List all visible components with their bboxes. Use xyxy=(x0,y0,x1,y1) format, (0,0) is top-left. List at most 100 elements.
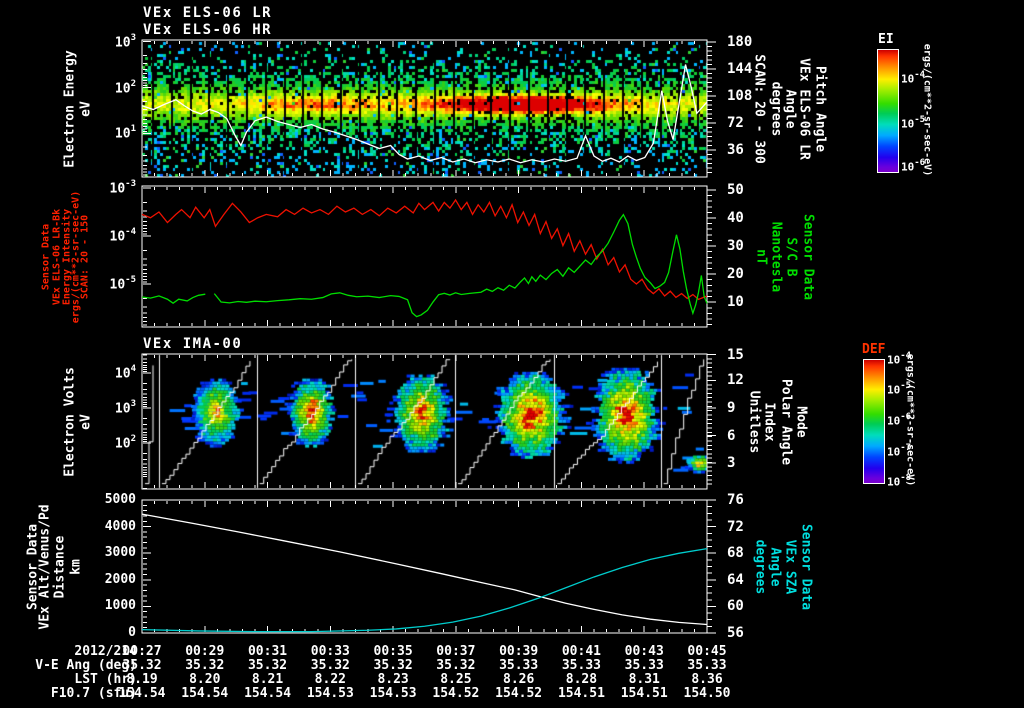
left-tick-label: 103 xyxy=(114,32,136,50)
table-cell: 8.36 xyxy=(691,672,723,687)
right-tick-label: 36 xyxy=(727,142,744,158)
table-cell: 8.28 xyxy=(565,672,598,687)
panel-right-axis-label: VEx SZA xyxy=(782,539,798,594)
right-tick-label: 72 xyxy=(727,115,744,132)
date-label: 2012/214 xyxy=(74,644,137,659)
table-cell: 154.54 xyxy=(181,686,229,701)
panel-right-axis-label: nT xyxy=(753,248,769,265)
panel-border xyxy=(141,185,708,328)
panel-right-axis-label: Angle xyxy=(782,88,798,129)
panel-left-axis-label: Electron Volts xyxy=(62,366,78,477)
right-tick-label: 10 xyxy=(727,294,744,311)
table-cell: 8.20 xyxy=(189,672,221,687)
panel-right-axis-label: Pitch Angle xyxy=(812,65,828,152)
colorbar-tick-label: 10-5 xyxy=(887,381,912,397)
panel-left-axis-label: km xyxy=(68,558,84,575)
panel-left-axis-label: VEx Alt/Venus/Pd xyxy=(37,503,53,630)
left-tick-label: 10-5 xyxy=(109,274,137,293)
panel1-title-line2: VEx ELS-06 HR xyxy=(143,22,273,38)
panel-left-axis-label: Electron Energy xyxy=(62,49,78,168)
table-cell: 8.23 xyxy=(377,672,409,687)
table-cell: 154.54 xyxy=(244,686,292,701)
left-tick-label: 3000 xyxy=(104,545,136,561)
right-tick-label: 144 xyxy=(727,61,753,78)
time-tick-label: 00:43 xyxy=(624,644,664,659)
left-tick-label: 103 xyxy=(114,399,136,417)
time-tick-label: 00:37 xyxy=(436,644,476,659)
panel-right-axis-label: VEx ELS-06 LR xyxy=(796,57,812,160)
colorbar-tick-label: 10-4 xyxy=(887,351,912,368)
right-tick-label: 6 xyxy=(727,427,736,444)
panel3-title: VEx IMA-00 xyxy=(143,336,243,352)
table-cell: 154.52 xyxy=(432,686,480,701)
panel-right-axis-label: Sensor Data xyxy=(798,523,814,610)
left-tick-label: 0 xyxy=(128,625,136,640)
time-tick-label: 00:31 xyxy=(247,644,288,659)
table-cell: 35.32 xyxy=(310,658,350,673)
panel-border xyxy=(141,499,708,634)
panel-left-axis-label: Distance xyxy=(52,535,68,598)
left-tick-label: 4000 xyxy=(104,518,136,534)
left-tick-label: 102 xyxy=(114,78,136,96)
table-cell: 154.51 xyxy=(620,686,668,701)
time-tick-label: 00:33 xyxy=(310,644,350,659)
table-cell: 35.33 xyxy=(561,658,601,673)
left-tick-label: 2000 xyxy=(104,571,136,587)
panel-right-axis-label: Angle xyxy=(767,546,783,587)
colorbar-ei-label: EI xyxy=(878,32,894,47)
right-tick-label: 30 xyxy=(727,238,744,255)
table-cell: 8.26 xyxy=(503,672,535,687)
colorbar-tick-label: 10-8 xyxy=(887,473,912,489)
right-tick-label: 3 xyxy=(727,454,736,471)
right-tick-label: 68 xyxy=(727,545,744,562)
left-tick-label: 10-4 xyxy=(109,227,137,245)
left-tick-label: 101 xyxy=(114,124,136,142)
right-tick-label: 108 xyxy=(727,88,753,105)
panel-right-axis-label: degrees xyxy=(752,539,768,594)
panel-border xyxy=(141,39,708,178)
left-tick-label: 5000 xyxy=(104,492,136,507)
left-tick-label: 104 xyxy=(114,364,136,382)
panel-right-axis-label: Index xyxy=(761,401,777,442)
colorbar-ei-units: ergs/(cm**2-sr-sec-eV) xyxy=(921,43,933,177)
right-tick-label: 76 xyxy=(727,492,744,508)
right-tick-label: 60 xyxy=(727,598,744,615)
table-cell: 35.32 xyxy=(436,658,476,673)
els-spectrogram-canvas xyxy=(142,40,707,177)
table-cell: 154.51 xyxy=(557,686,605,701)
right-tick-label: 20 xyxy=(727,265,744,282)
table-cell: 8.22 xyxy=(314,672,346,687)
table-cell: 35.33 xyxy=(687,658,727,673)
panel-right-axis-label: Mode xyxy=(793,405,809,438)
table-cell: 35.33 xyxy=(624,658,664,673)
colorbar-tick-label: 10-7 xyxy=(887,443,912,459)
table-cell: 8.19 xyxy=(126,672,158,687)
table-cell: 35.32 xyxy=(122,658,162,673)
table-cell: 35.33 xyxy=(499,658,539,673)
panel-right-axis-label: Polar Angle xyxy=(778,378,794,465)
time-tick-label: 00:45 xyxy=(687,644,727,659)
table-row-label: F10.7 (sfu) xyxy=(50,686,137,701)
right-tick-label: 12 xyxy=(727,372,744,389)
colorbar-tick-label: 10-4 xyxy=(901,70,926,86)
series-line xyxy=(141,198,708,301)
panel-left-axis-label: SCAN: 20 - 150 xyxy=(79,214,91,299)
series-line xyxy=(141,293,206,304)
time-tick-label: 00:35 xyxy=(373,644,413,659)
left-tick-label: 102 xyxy=(114,433,136,452)
colorbar-def xyxy=(863,359,885,484)
right-tick-label: 72 xyxy=(727,518,744,535)
colorbar-tick-label: 10-6 xyxy=(901,157,926,174)
table-cell: 154.50 xyxy=(683,686,731,701)
panel-right-axis-label: degrees xyxy=(768,81,784,136)
table-cell: 8.25 xyxy=(440,672,472,687)
colorbar-ei xyxy=(877,49,899,173)
table-row-label: V-E Ang (deg) xyxy=(35,658,137,673)
panel-left-axis-label: Sensor Data xyxy=(40,223,52,290)
table-cell: 154.53 xyxy=(369,686,417,701)
colorbar-tick-label: 10-6 xyxy=(887,412,912,428)
panel-border xyxy=(141,353,708,490)
right-tick-label: 40 xyxy=(727,210,744,226)
panel-right-axis-label: SCAN: 20 - 300 xyxy=(751,53,767,164)
